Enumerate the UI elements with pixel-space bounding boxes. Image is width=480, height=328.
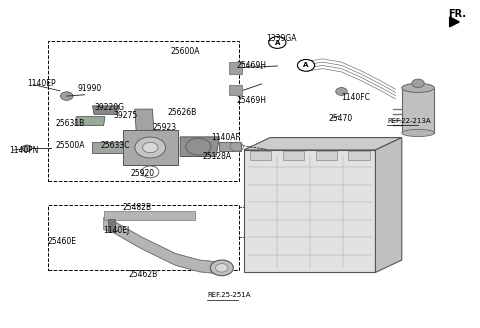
Text: REF.25-251A: REF.25-251A <box>207 292 251 298</box>
Polygon shape <box>180 137 219 156</box>
Text: 25460E: 25460E <box>48 237 77 246</box>
Text: REF.22-213A: REF.22-213A <box>387 118 431 124</box>
Polygon shape <box>244 150 375 273</box>
Bar <box>48 205 239 270</box>
Text: 1140EJ: 1140EJ <box>104 226 130 236</box>
Polygon shape <box>229 62 242 74</box>
Text: 25923: 25923 <box>153 123 177 132</box>
Circle shape <box>143 142 158 153</box>
Text: 25633C: 25633C <box>100 141 130 150</box>
Text: 1339GA: 1339GA <box>266 34 297 43</box>
Bar <box>283 151 304 160</box>
Text: 25600A: 25600A <box>170 47 200 56</box>
Polygon shape <box>244 137 402 150</box>
Text: 25920: 25920 <box>131 169 155 178</box>
Circle shape <box>412 79 424 88</box>
Circle shape <box>135 137 166 158</box>
Text: 1140FN: 1140FN <box>9 146 39 155</box>
Text: 25631B: 25631B <box>56 119 85 128</box>
Ellipse shape <box>402 129 434 136</box>
Polygon shape <box>216 261 223 275</box>
Circle shape <box>60 92 73 100</box>
Text: 39220G: 39220G <box>94 103 124 112</box>
Polygon shape <box>123 130 178 165</box>
Circle shape <box>269 37 286 48</box>
Circle shape <box>210 260 233 276</box>
Bar <box>48 41 239 181</box>
Text: 25469H: 25469H <box>236 61 266 70</box>
Text: 25128A: 25128A <box>203 152 232 161</box>
Bar <box>348 151 370 160</box>
Text: 1140AF: 1140AF <box>211 133 240 142</box>
Circle shape <box>336 88 347 95</box>
Bar <box>250 151 271 160</box>
Polygon shape <box>92 142 123 153</box>
Polygon shape <box>75 117 105 125</box>
Text: 91990: 91990 <box>77 84 102 93</box>
Text: 1140EP: 1140EP <box>27 79 56 89</box>
Circle shape <box>216 264 228 272</box>
Bar <box>315 151 336 160</box>
Ellipse shape <box>402 83 434 92</box>
Text: 25626B: 25626B <box>167 108 196 117</box>
Polygon shape <box>93 106 120 114</box>
Text: 1140FC: 1140FC <box>341 92 371 102</box>
Polygon shape <box>402 88 434 133</box>
Polygon shape <box>135 109 154 130</box>
Text: 39275: 39275 <box>113 111 137 120</box>
Text: 25470: 25470 <box>328 114 353 123</box>
Text: 25462B: 25462B <box>129 270 158 279</box>
Polygon shape <box>104 211 194 220</box>
Polygon shape <box>219 142 241 151</box>
Text: A: A <box>275 39 280 46</box>
Polygon shape <box>229 85 242 95</box>
Polygon shape <box>450 17 459 27</box>
Circle shape <box>298 59 315 71</box>
Polygon shape <box>104 217 223 274</box>
Text: 25482B: 25482B <box>123 203 152 212</box>
Text: 25469H: 25469H <box>236 96 266 105</box>
Text: 25500A: 25500A <box>56 141 85 150</box>
Text: A: A <box>303 62 309 68</box>
Polygon shape <box>108 219 115 232</box>
Text: FR.: FR. <box>448 9 466 19</box>
Polygon shape <box>375 137 402 273</box>
Circle shape <box>22 145 32 152</box>
